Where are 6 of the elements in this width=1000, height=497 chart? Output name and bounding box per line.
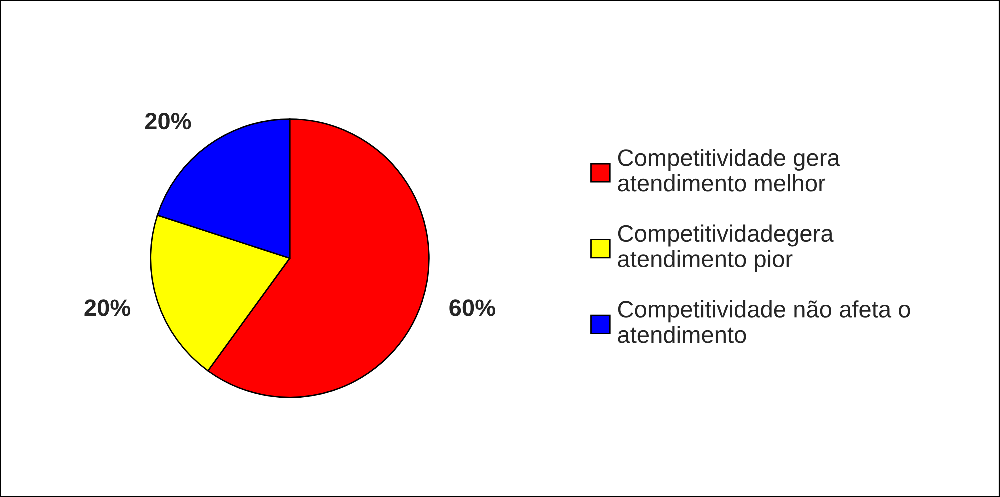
legend-label: Competitividade gera atendimento melhor [618,149,840,192]
legend-label: Competitividade não afeta o atendimento [618,300,910,344]
data-label: 60% [450,300,496,316]
data-label: 20% [145,112,192,130]
legend-label: Competitividadegera atendimento pior [618,224,834,272]
data-label: 20% [84,300,131,316]
